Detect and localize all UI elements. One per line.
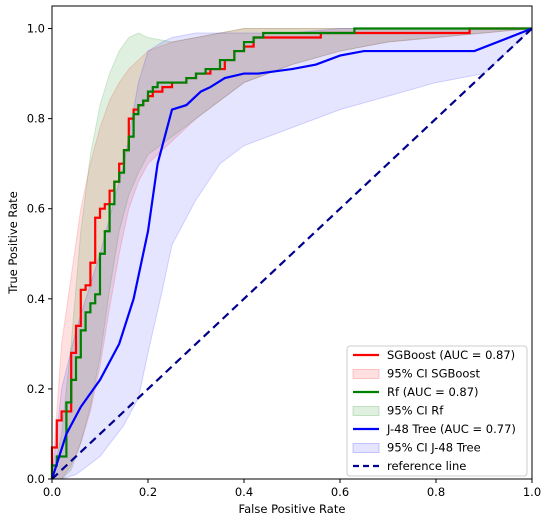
x-tick-label: 1.0 — [523, 485, 541, 499]
legend-entry-95-ci-rf: 95% CI Rf — [352, 404, 444, 418]
x-tick-label: 0.4 — [235, 485, 253, 499]
legend-entry-rf-auc-0-87: Rf (AUC = 0.87) — [353, 385, 479, 399]
x-tick-label: 0.8 — [427, 485, 445, 499]
legend-swatch — [352, 406, 380, 416]
legend-label: Rf (AUC = 0.87) — [387, 385, 479, 399]
series-reference-line — [51, 27, 533, 480]
x-axis-label: False Positive Rate — [239, 502, 346, 516]
y-tick-label: 0.8 — [27, 112, 45, 126]
y-axis-ticks: 0.0 0.2 0.4 0.6 0.8 1.0 — [27, 22, 52, 486]
legend-entry-95-ci-sgboost: 95% CI SGBoost — [352, 367, 480, 381]
legend-entry-95-ci-j-48-tree: 95% CI J-48 Tree — [352, 441, 481, 455]
legend-label: 95% CI Rf — [387, 404, 444, 418]
plot-frame — [51, 5, 533, 480]
x-axis-ticks: 0.0 0.2 0.4 0.6 0.8 1.0 — [43, 479, 541, 499]
series-rf-auc-0-87 — [50, 27, 532, 479]
legend-box — [346, 345, 528, 477]
legend-swatch — [352, 443, 380, 453]
y-tick-label: 0.0 — [27, 472, 45, 486]
legend-label: 95% CI J-48 Tree — [387, 441, 481, 455]
legend-entry-reference-line: reference line — [353, 459, 466, 473]
legend-entry-sgboost-auc-0-87: SGBoost (AUC = 0.87) — [353, 348, 515, 362]
y-tick-label: 0.6 — [27, 202, 45, 216]
x-tick-label: 0.6 — [331, 485, 349, 499]
legend-swatch — [352, 369, 380, 379]
x-tick-label: 0.0 — [43, 485, 61, 499]
legend: SGBoost (AUC = 0.87) 95% CI SGBoost Rf (AU… — [346, 345, 528, 477]
y-axis-label: True Positive Rate — [6, 191, 20, 294]
roc-curves — [50, 27, 533, 480]
x-tick-label: 0.2 — [139, 485, 157, 499]
legend-label: 95% CI SGBoost — [387, 367, 480, 381]
legend-entry-j-48-tree-auc-0-77: J-48 Tree (AUC = 0.77) — [353, 422, 516, 436]
y-tick-label: 0.4 — [27, 292, 45, 306]
y-tick-label: 0.2 — [27, 382, 45, 396]
legend-label: J-48 Tree (AUC = 0.77) — [386, 422, 516, 436]
legend-label: SGBoost (AUC = 0.87) — [387, 348, 515, 362]
y-tick-label: 1.0 — [27, 22, 45, 36]
legend-label: reference line — [387, 459, 466, 473]
series-j-48-tree-auc-0-77 — [50, 27, 533, 480]
